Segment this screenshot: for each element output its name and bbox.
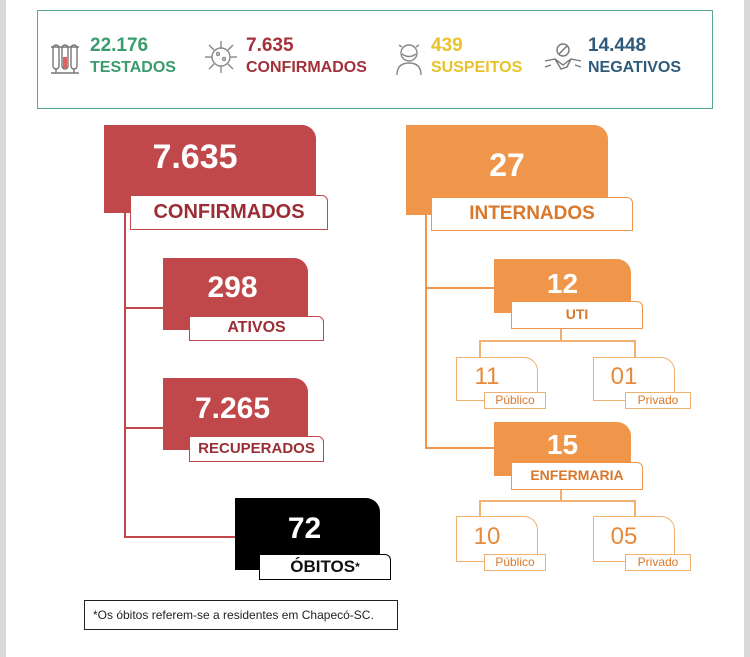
uti-split-line [479, 340, 635, 342]
stat-negativos-label: NEGATIVOS [588, 59, 682, 76]
enfermaria-privado-label: Privado [625, 554, 691, 571]
footnote: *Os óbitos referem-se a residentes em Ch… [84, 600, 398, 630]
enfermaria-publico-value: 10 [473, 523, 501, 550]
uti-privado-label: Privado [625, 392, 691, 409]
internados-label: INTERNADOS [431, 197, 633, 231]
enfermaria-label: ENFERMARIA [511, 462, 643, 490]
stats-bar: 22.176 TESTADOS 7.635 CONFIRMADOS 439 SU… [37, 10, 713, 109]
left-branch-recuperados [124, 427, 164, 429]
stat-negativos: 14.448 NEGATIVOS [588, 35, 681, 79]
recuperados-label: RECUPERADOS [189, 436, 324, 462]
uti-left-drop [479, 340, 481, 358]
enfermaria-left-drop [479, 500, 481, 517]
stat-suspeitos: 439 SUSPEITOS [431, 35, 522, 79]
enfermaria-value: 15 [546, 429, 579, 460]
stat-testados-value: 22.176 [90, 35, 149, 56]
handshake-icon [544, 43, 582, 70]
masked-person-icon [396, 44, 422, 76]
stat-confirmados: 7.635 CONFIRMADOS [246, 35, 367, 79]
uti-right-drop [634, 340, 636, 358]
right-tree-trunk [425, 213, 427, 448]
uti-stem [560, 328, 562, 341]
ativos-value: 298 [207, 271, 258, 304]
stat-testados-label: TESTADOS [90, 59, 176, 76]
stat-confirmados-value: 7.635 [246, 35, 294, 56]
stat-negativos-value: 14.448 [588, 35, 647, 56]
uti-publico-label: Público [484, 392, 546, 409]
right-branch-enfermaria [425, 447, 495, 449]
test-tubes-icon [51, 44, 79, 74]
left-tree-trunk [124, 212, 126, 537]
right-frame-edge [744, 0, 750, 657]
virus-icon [205, 41, 237, 73]
confirmados-label: CONFIRMADOS [130, 195, 328, 230]
stat-confirmados-label: CONFIRMADOS [246, 59, 367, 76]
stat-suspeitos-value: 439 [431, 35, 463, 56]
left-frame-edge [0, 0, 6, 657]
uti-publico-value: 11 [474, 363, 500, 390]
obitos-value: 72 [287, 512, 322, 545]
left-branch-obitos [124, 536, 236, 538]
enfermaria-right-drop [634, 500, 636, 517]
stat-suspeitos-label: SUSPEITOS [431, 59, 523, 76]
uti-value: 12 [546, 268, 579, 299]
uti-label: UTI [511, 301, 643, 329]
enfermaria-split-line [479, 500, 635, 502]
obitos-label-text: ÓBITOS [290, 557, 356, 576]
enfermaria-publico-label: Público [484, 554, 546, 571]
recuperados-value: 7.265 [194, 392, 271, 425]
ativos-label: ATIVOS [189, 316, 324, 341]
obitos-asterisk: * [355, 560, 360, 574]
enfermaria-privado-value: 05 [610, 523, 638, 550]
obitos-label: ÓBITOS* [259, 554, 391, 580]
right-branch-uti [425, 287, 495, 289]
left-branch-ativos [124, 307, 164, 309]
uti-privado-value: 01 [610, 363, 638, 390]
internados-value: 27 [489, 147, 525, 183]
confirmados-value: 7.635 [152, 138, 238, 176]
enfermaria-stem [560, 488, 562, 501]
stat-testados: 22.176 TESTADOS [90, 35, 176, 79]
enfermaria-publico-box: 10 [456, 516, 538, 562]
